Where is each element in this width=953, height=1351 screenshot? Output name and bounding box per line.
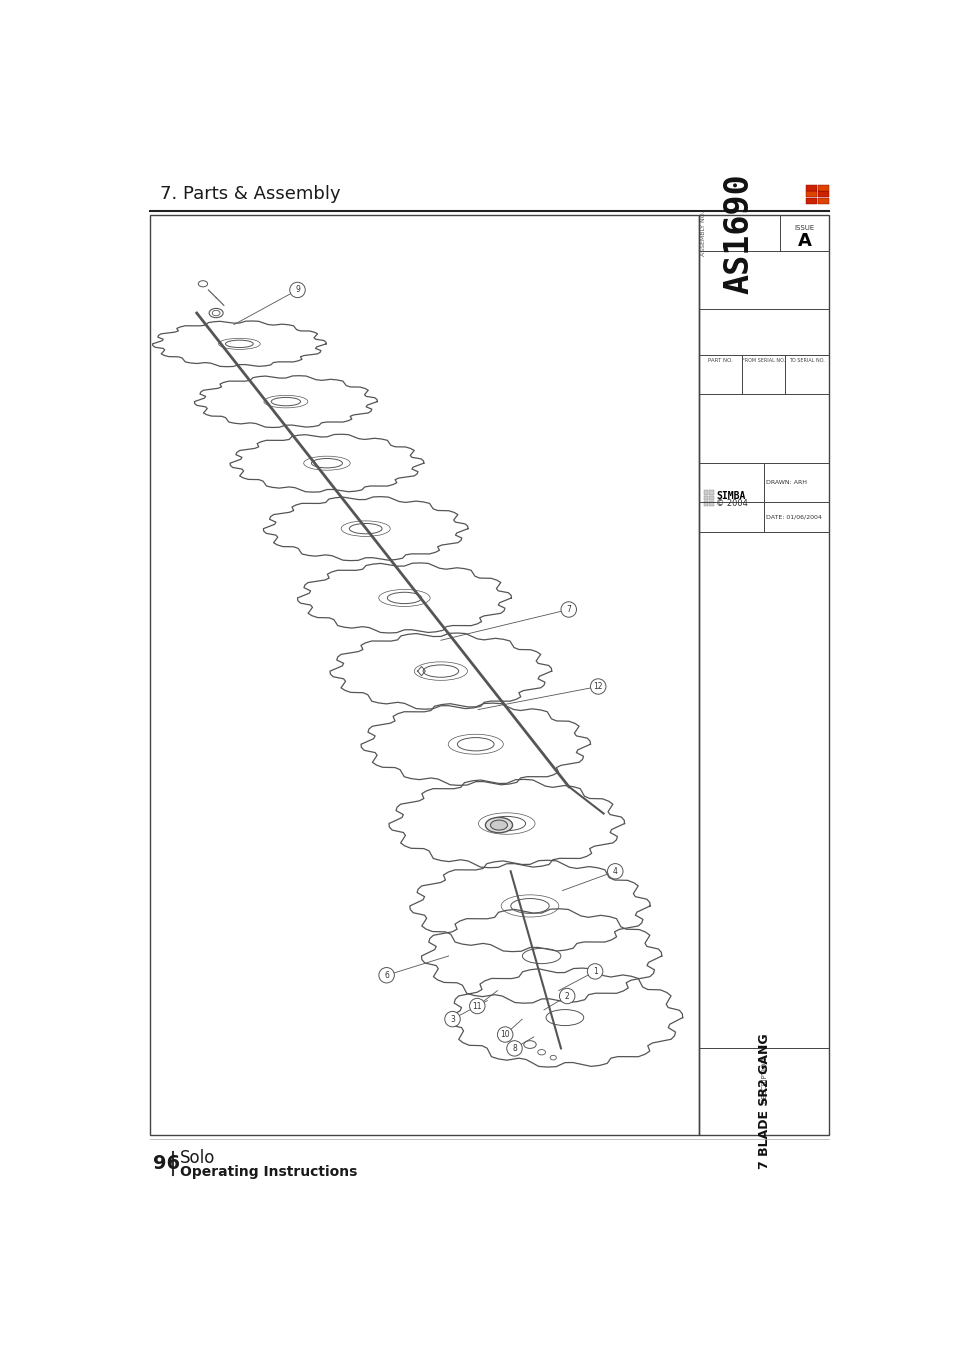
Circle shape bbox=[378, 967, 394, 984]
Text: 3: 3 bbox=[450, 1015, 455, 1024]
Text: DESCRIPTION: DESCRIPTION bbox=[760, 1056, 766, 1104]
Ellipse shape bbox=[485, 817, 512, 832]
Text: 11: 11 bbox=[472, 1001, 481, 1011]
Circle shape bbox=[607, 863, 622, 880]
Text: A: A bbox=[797, 232, 810, 250]
Text: FROM SERIAL NO.: FROM SERIAL NO. bbox=[741, 358, 784, 362]
Text: DRAWN: ARH: DRAWN: ARH bbox=[765, 480, 806, 485]
Text: Operating Instructions: Operating Instructions bbox=[179, 1165, 356, 1178]
Circle shape bbox=[587, 963, 602, 979]
Text: Solo: Solo bbox=[179, 1148, 214, 1167]
Bar bbox=[817, 197, 828, 204]
Text: 10: 10 bbox=[500, 1029, 510, 1039]
Text: 6: 6 bbox=[384, 971, 389, 979]
Circle shape bbox=[506, 1040, 521, 1056]
Text: © 2004: © 2004 bbox=[716, 499, 747, 508]
Bar bbox=[703, 490, 707, 494]
Bar bbox=[699, 215, 828, 1135]
Text: 2: 2 bbox=[564, 992, 569, 1001]
Bar bbox=[805, 185, 817, 190]
Bar bbox=[703, 501, 707, 505]
Bar bbox=[708, 490, 713, 494]
Text: PART NO.: PART NO. bbox=[707, 358, 732, 362]
Text: 12: 12 bbox=[593, 682, 602, 690]
Text: 7: 7 bbox=[566, 605, 571, 613]
Text: 7. Parts & Assembly: 7. Parts & Assembly bbox=[159, 185, 340, 203]
Circle shape bbox=[469, 998, 484, 1013]
Text: 1: 1 bbox=[592, 967, 597, 975]
Bar bbox=[805, 192, 817, 197]
Circle shape bbox=[290, 282, 305, 297]
Circle shape bbox=[558, 989, 575, 1004]
Text: AS1690: AS1690 bbox=[722, 173, 755, 293]
Bar bbox=[708, 501, 713, 505]
Text: 4: 4 bbox=[612, 867, 617, 875]
Bar bbox=[805, 197, 817, 204]
Circle shape bbox=[497, 1027, 513, 1042]
Text: 7 BLADE SR2 GANG: 7 BLADE SR2 GANG bbox=[757, 1034, 770, 1169]
Bar bbox=[708, 496, 713, 500]
Ellipse shape bbox=[490, 820, 507, 830]
Circle shape bbox=[590, 678, 605, 694]
Text: 9: 9 bbox=[294, 285, 299, 295]
Text: 96: 96 bbox=[153, 1154, 180, 1174]
Bar bbox=[150, 215, 699, 1135]
Bar bbox=[703, 496, 707, 500]
Circle shape bbox=[560, 601, 576, 617]
Bar bbox=[817, 185, 828, 190]
Text: ISSUE: ISSUE bbox=[794, 226, 814, 231]
Bar bbox=[817, 192, 828, 197]
Text: SIMBA: SIMBA bbox=[716, 490, 744, 500]
Text: DATE: 01/06/2004: DATE: 01/06/2004 bbox=[765, 515, 821, 520]
Text: 8: 8 bbox=[512, 1044, 517, 1052]
Text: TO SERIAL NO.: TO SERIAL NO. bbox=[788, 358, 824, 362]
Text: ASSEMBLY NO.: ASSEMBLY NO. bbox=[700, 211, 705, 257]
Circle shape bbox=[444, 1012, 459, 1027]
